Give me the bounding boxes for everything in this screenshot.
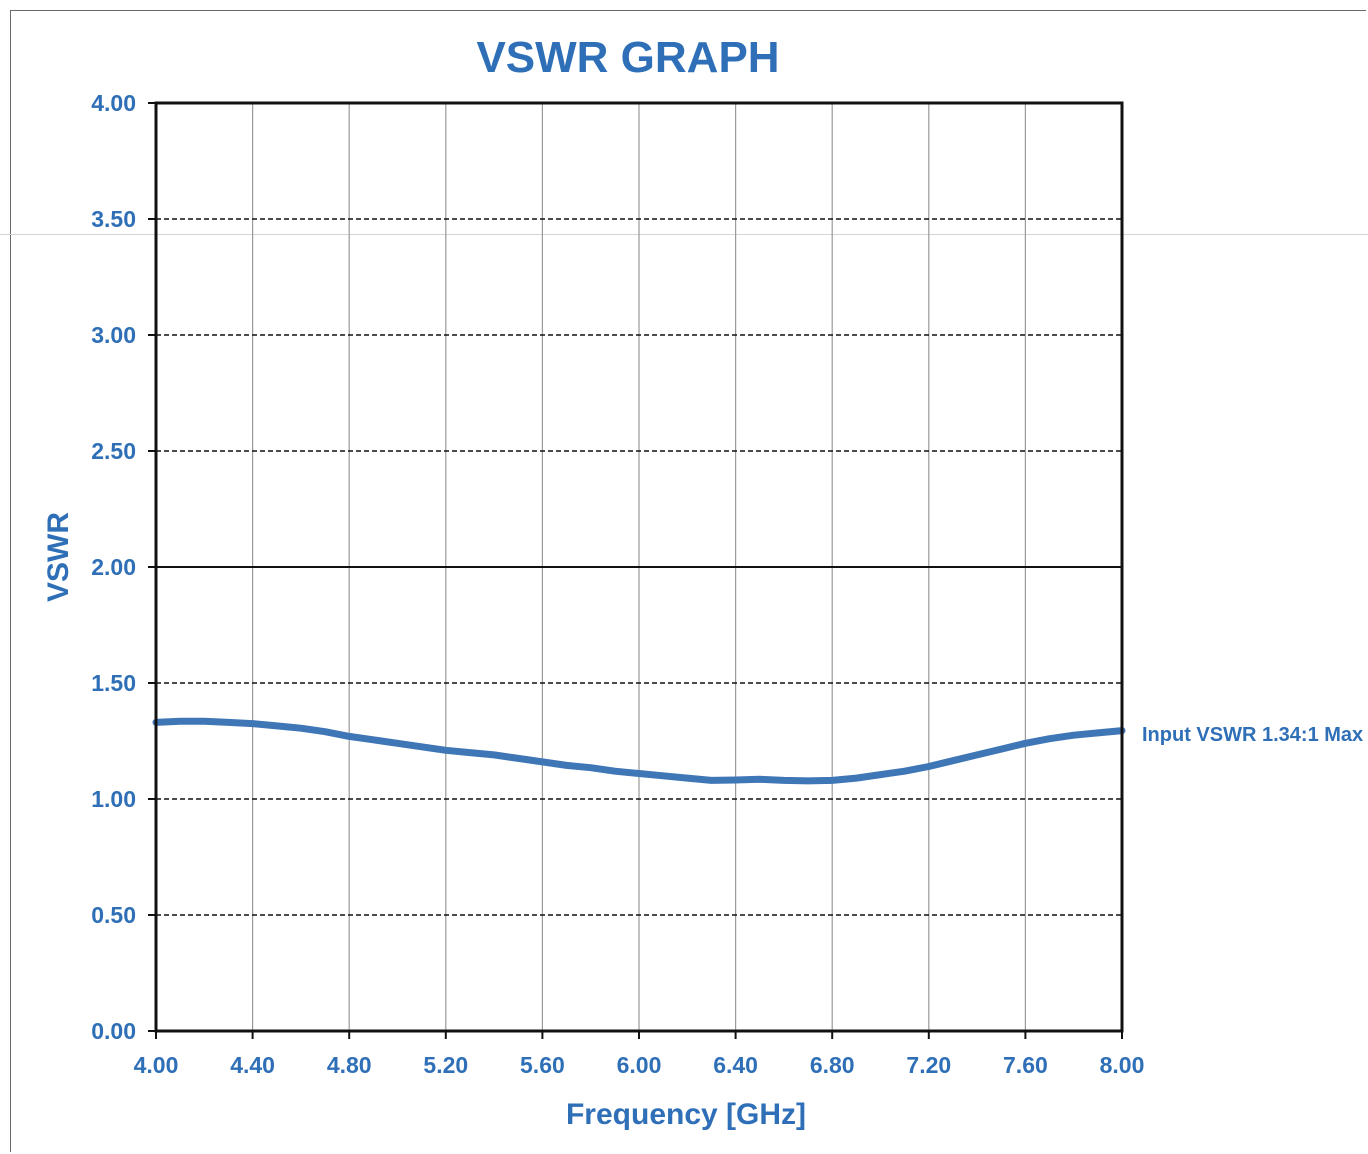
x-tick-label: 5.20 — [423, 1052, 468, 1078]
y-axis-label: VSWR — [42, 512, 75, 602]
series-layer — [152, 717, 1126, 785]
y-tick-label: 1.00 — [91, 786, 136, 812]
grid-lines — [148, 102, 1123, 1039]
y-tick-labels: 0.00 0.50 1.00 1.50 2.00 2.50 3.00 3.50 4.00 — [91, 90, 136, 1044]
chart-frame — [10, 10, 1366, 1152]
vswr-series-line — [152, 717, 1126, 785]
y-tick-label: 2.00 — [91, 554, 136, 580]
x-axis-label: Frequency [GHz] — [566, 1098, 806, 1131]
x-tick-label: 4.80 — [327, 1052, 372, 1078]
max-vswr-annotation: Input VSWR 1.34:1 Max — [1142, 724, 1363, 746]
y-tick-label: 0.50 — [91, 902, 136, 928]
y-tick-label: 3.00 — [91, 322, 136, 348]
x-tick-label: 4.40 — [230, 1052, 275, 1078]
y-tick-label: 4.00 — [91, 90, 136, 116]
scan-artifact-line — [0, 234, 1368, 235]
y-tick-label: 0.00 — [91, 1018, 136, 1044]
x-tick-label: 8.00 — [1100, 1052, 1145, 1078]
x-tick-label: 5.60 — [520, 1052, 565, 1078]
x-tick-label: 7.20 — [906, 1052, 951, 1078]
y-tick-label: 3.50 — [91, 206, 136, 232]
x-tick-labels: 4.00 4.40 4.80 5.20 5.60 6.00 6.40 6.80 7.20 7.60… — [134, 1052, 1145, 1078]
x-tick-label: 4.00 — [134, 1052, 179, 1078]
x-tick-label: 6.40 — [713, 1052, 758, 1078]
plot-border — [154, 101, 1124, 1033]
x-tick-label: 6.00 — [617, 1052, 662, 1078]
x-tick-label: 6.80 — [810, 1052, 855, 1078]
y-tick-label: 1.50 — [91, 670, 136, 696]
chart-title: VSWR GRAPH — [476, 33, 779, 82]
y-tick-label: 2.50 — [91, 438, 136, 464]
x-tick-label: 7.60 — [1003, 1052, 1048, 1078]
